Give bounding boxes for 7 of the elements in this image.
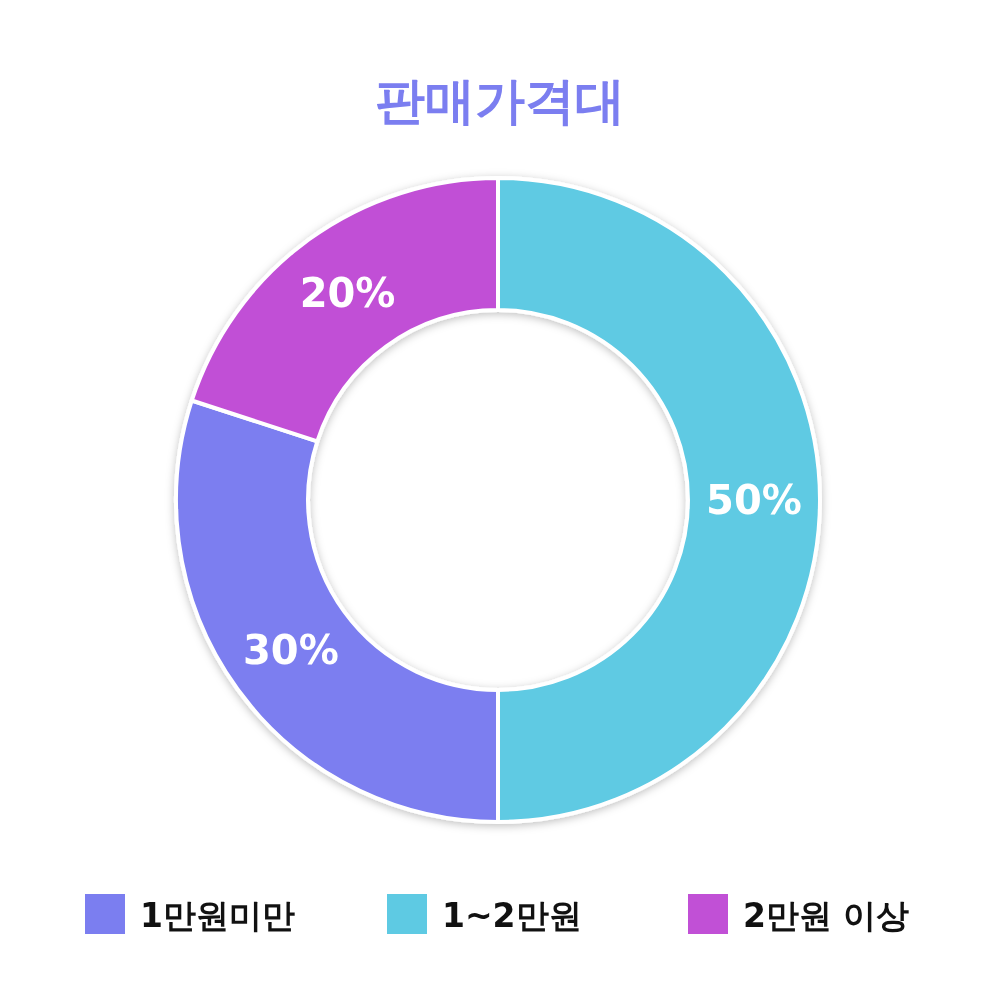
- data-label: 30%: [243, 627, 339, 674]
- data-label: 50%: [706, 477, 802, 523]
- legend-label: 1만원미만: [140, 896, 295, 935]
- legend-label: 2만원 이상: [743, 896, 910, 935]
- legend-label: 1~2만원: [442, 896, 582, 935]
- data-label: 20%: [299, 269, 396, 316]
- chart-title: 판매가격대: [375, 72, 625, 130]
